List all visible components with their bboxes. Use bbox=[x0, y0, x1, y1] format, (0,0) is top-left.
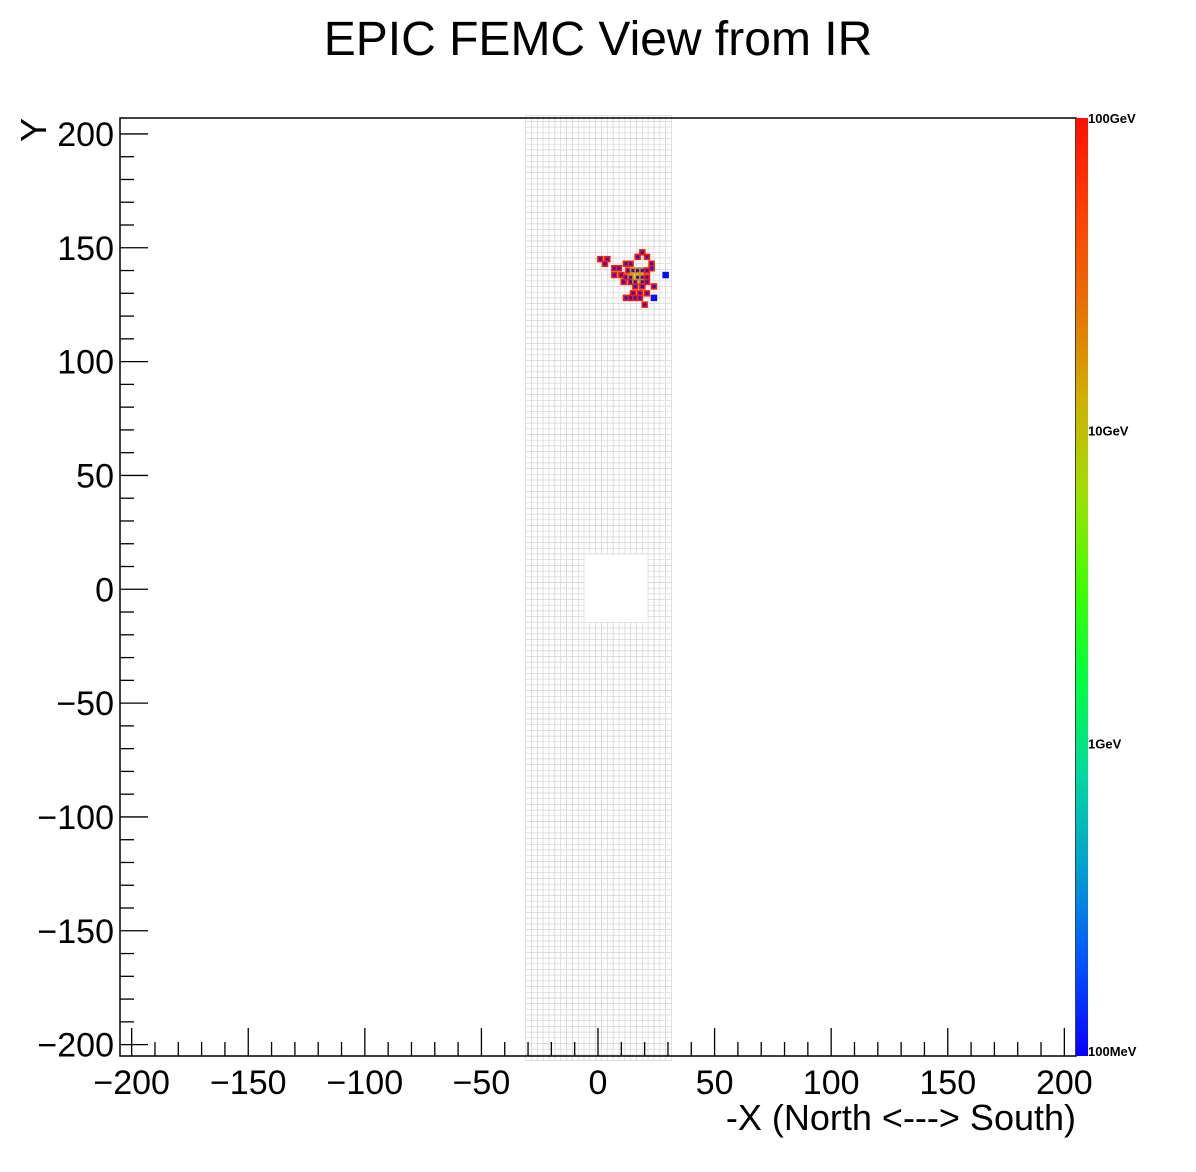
hit-cell-core bbox=[650, 262, 654, 266]
hit-cell-core bbox=[636, 275, 640, 279]
hit-cell-core bbox=[633, 296, 637, 300]
x-tick-label: 50 bbox=[696, 1064, 734, 1102]
hit-cell-core bbox=[619, 273, 623, 277]
hit-cell-core bbox=[612, 273, 616, 277]
hit-cell-core bbox=[629, 262, 633, 266]
y-tick-label: 200 bbox=[57, 116, 114, 154]
x-tick-label: −100 bbox=[327, 1064, 404, 1102]
hit-cell-core bbox=[624, 262, 628, 266]
hit-cell-core bbox=[622, 280, 626, 284]
y-tick-label: 150 bbox=[57, 230, 114, 268]
hit-cell-core bbox=[650, 266, 654, 270]
hit-cell-core bbox=[624, 275, 628, 279]
hit-cell-core bbox=[652, 284, 656, 289]
hit-cell-core bbox=[636, 268, 640, 273]
y-tick-label: 100 bbox=[57, 344, 114, 382]
hit-cell-core bbox=[640, 280, 644, 284]
y-axis-label: Y bbox=[13, 118, 54, 142]
y-tick-label: −50 bbox=[56, 685, 114, 723]
hit-cell-core bbox=[629, 280, 633, 284]
hit-cell-core bbox=[612, 266, 616, 270]
hit-cell-core bbox=[640, 275, 644, 279]
hit-cell-core bbox=[638, 296, 642, 300]
hit-cell-core bbox=[645, 268, 649, 273]
y-tick-label: −100 bbox=[37, 799, 114, 837]
hit-cell-core bbox=[645, 280, 649, 284]
detector-cell-grid bbox=[525, 115, 672, 1061]
x-tick-label: 150 bbox=[919, 1064, 976, 1102]
y-axis: −200 −150 −100 −50 0 50 100 150 200 bbox=[37, 116, 148, 1065]
x-tick-label: 0 bbox=[589, 1064, 608, 1102]
chart-title: EPIC FEMC View from IR bbox=[323, 13, 873, 66]
hit-cell-core bbox=[645, 275, 649, 279]
hit-cell bbox=[650, 294, 658, 302]
hit-cell-core bbox=[605, 257, 609, 261]
hit-cell-core bbox=[636, 255, 640, 259]
hit-cell-core bbox=[617, 266, 621, 270]
x-axis: −200 −150 −100 −50 0 50 100 150 200 bbox=[93, 1028, 1093, 1102]
hit-cell-core bbox=[645, 291, 649, 295]
hit-cell-core bbox=[629, 275, 633, 279]
hit-cell-core bbox=[645, 255, 649, 259]
hit-cell-core bbox=[638, 291, 642, 295]
hit-cell-core bbox=[603, 262, 607, 266]
hit-cell-core bbox=[640, 268, 644, 273]
hit-cell-core bbox=[633, 280, 637, 284]
hit-cell-core bbox=[598, 257, 602, 261]
hit-cell-core bbox=[624, 296, 628, 300]
y-tick-label: 50 bbox=[76, 457, 114, 495]
hit-cell-core bbox=[640, 284, 644, 289]
x-tick-label: 200 bbox=[1036, 1064, 1093, 1102]
energy-deposit-hits bbox=[597, 249, 669, 308]
x-tick-label: 100 bbox=[803, 1064, 860, 1102]
y-tick-label: 0 bbox=[95, 571, 114, 609]
x-tick-label: −150 bbox=[210, 1064, 287, 1102]
hit-cell bbox=[662, 271, 669, 279]
color-palette-bar bbox=[1076, 118, 1088, 1056]
x-tick-label: −50 bbox=[453, 1064, 511, 1102]
hit-cell-core bbox=[626, 268, 630, 273]
x-axis-label: -X (North <---> South) bbox=[726, 1097, 1076, 1138]
palette-label: 10GeV bbox=[1088, 424, 1129, 439]
palette-label: 100MeV bbox=[1088, 1044, 1137, 1059]
palette-label: 100GeV bbox=[1088, 111, 1136, 126]
y-tick-label: −200 bbox=[37, 1027, 114, 1065]
hit-cell-core bbox=[629, 296, 633, 300]
hit-cell-core bbox=[640, 250, 644, 254]
hit-cell-core bbox=[631, 268, 635, 273]
palette-labels: 100GeV 10GeV 1GeV 100MeV bbox=[1088, 111, 1137, 1059]
hit-cell-core bbox=[633, 284, 637, 289]
x-tick-label: −200 bbox=[93, 1064, 170, 1102]
hit-cell-core bbox=[643, 303, 647, 307]
palette-label: 1GeV bbox=[1088, 736, 1122, 751]
detector-cells bbox=[525, 115, 672, 1061]
y-tick-label: −150 bbox=[37, 913, 114, 951]
hit-cell-core bbox=[631, 291, 635, 295]
